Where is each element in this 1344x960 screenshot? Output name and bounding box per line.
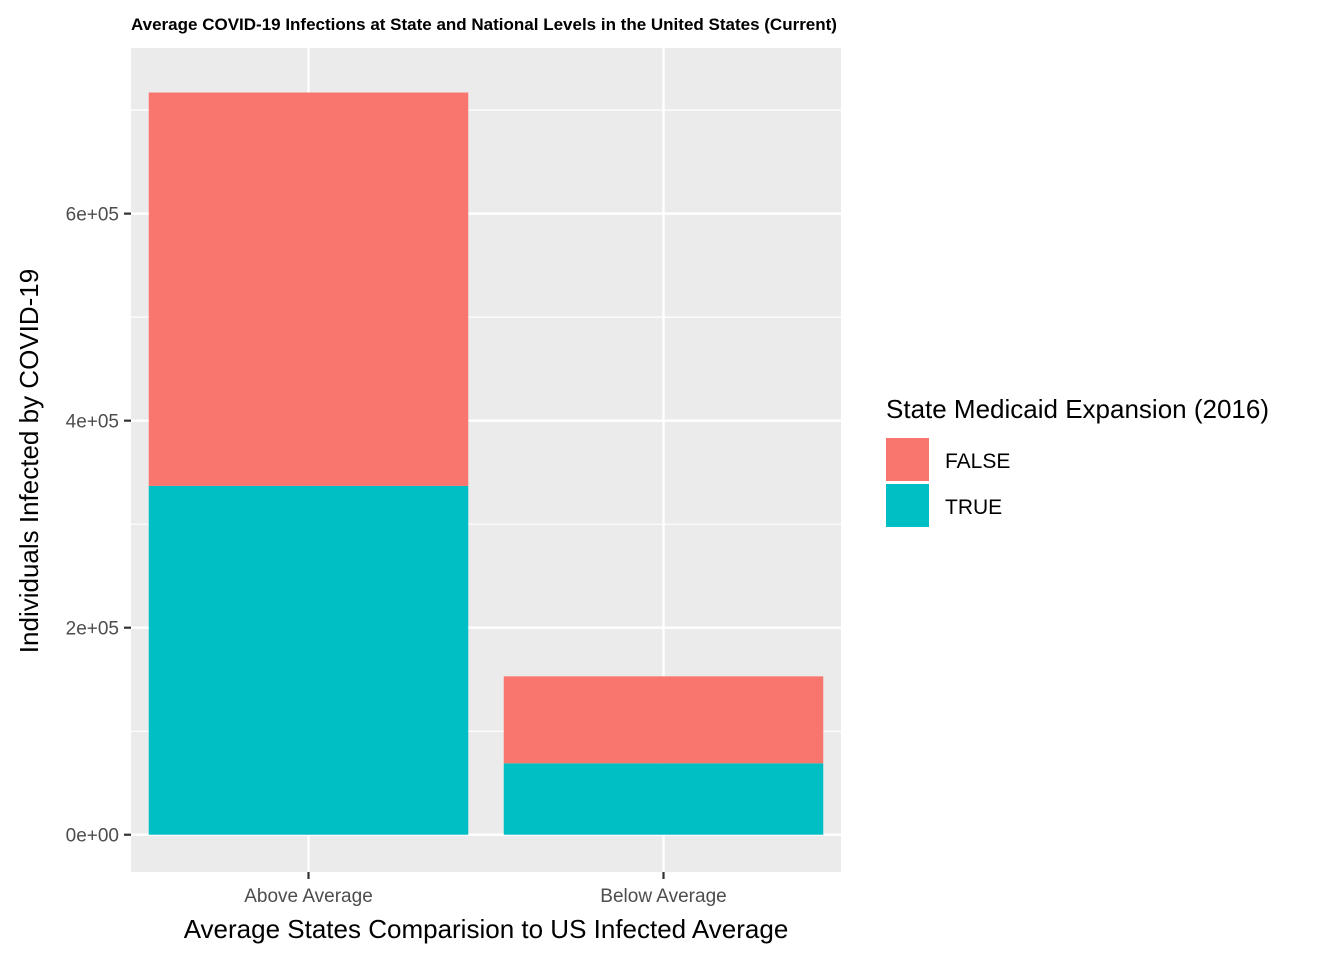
y-tick-label: 4e+05 bbox=[66, 412, 119, 433]
y-tick-label: 6e+05 bbox=[66, 205, 119, 226]
y-axis-title: Individuals Infected by COVID-19 bbox=[14, 269, 44, 653]
bar-false-above-average bbox=[148, 92, 469, 486]
y-tick-label: 2e+05 bbox=[66, 619, 119, 640]
legend-swatch-true bbox=[886, 484, 929, 527]
bar-true-below-average bbox=[503, 763, 824, 835]
legend: State Medicaid Expansion (2016) FALSE TRU… bbox=[886, 394, 1269, 527]
x-axis-title: Average States Comparision to US Infecte… bbox=[184, 914, 789, 944]
legend-swatch-false bbox=[886, 438, 929, 481]
chart-title: Average COVID-19 Infections at State and… bbox=[131, 15, 837, 34]
bar-true-above-average bbox=[148, 485, 469, 835]
bar-false-below-average bbox=[503, 676, 824, 764]
axes: 0e+00 2e+05 4e+05 6e+05 Above Average Below A… bbox=[66, 205, 727, 907]
bars bbox=[148, 92, 824, 835]
y-tick-label: 0e+00 bbox=[66, 826, 119, 847]
legend-label-true: TRUE bbox=[945, 496, 1002, 519]
x-tick-label: Above Average bbox=[244, 886, 373, 907]
legend-title: State Medicaid Expansion (2016) bbox=[886, 394, 1269, 424]
legend-label-false: FALSE bbox=[945, 450, 1010, 473]
x-tick-label: Below Average bbox=[600, 886, 726, 907]
